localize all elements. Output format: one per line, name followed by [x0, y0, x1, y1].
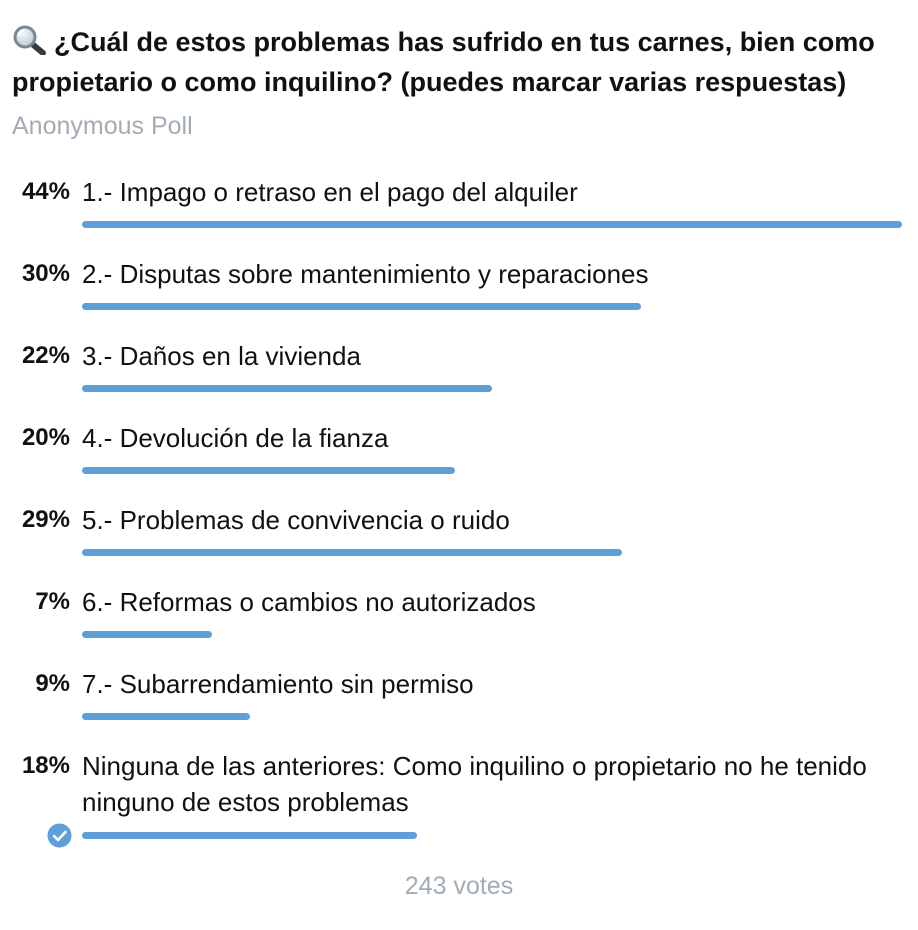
option-percent: 22%	[21, 342, 70, 369]
poll-question-text: ¿Cuál de estos problemas has sufrido en …	[12, 27, 875, 97]
option-percent: 44%	[21, 178, 70, 205]
option-label: 1.- Impago o retraso en el pago del alqu…	[82, 177, 578, 207]
option-label: 5.- Problemas de convivencia o ruido	[82, 505, 510, 535]
option-label: 7.- Subarrendamiento sin permiso	[82, 669, 474, 699]
option-percent: 7%	[35, 588, 70, 615]
option-result-bar	[82, 467, 455, 474]
vote-count[interactable]: 243 votes	[404, 872, 514, 900]
option-result-bar	[82, 631, 212, 638]
option-label: 2.- Disputas sobre mantenimiento y repar…	[82, 259, 649, 289]
option-percent: 9%	[35, 670, 70, 697]
option-result-bar	[82, 303, 641, 310]
option-result-bar	[82, 549, 622, 556]
option-label: 6.- Reformas o cambios no autorizados	[82, 587, 536, 617]
option-result-bar	[82, 713, 250, 720]
magnifying-glass-icon	[12, 25, 48, 56]
option-label: 4.- Devolución de la fianza	[82, 423, 389, 453]
option-percent: 30%	[21, 260, 70, 287]
option-result-bar	[82, 221, 902, 228]
option-percent: 18%	[21, 752, 70, 779]
option-percent: 20%	[21, 424, 70, 451]
option-result-bar	[82, 832, 417, 839]
poll-question: ¿Cuál de estos problemas has sufrido en …	[12, 22, 902, 102]
option-result-bar	[82, 385, 492, 392]
poll-type-label: Anonymous Poll	[12, 112, 193, 140]
option-label: 3.- Daños en la vivienda	[82, 341, 361, 371]
option-label: Ninguna de las anteriores: Como inquilin…	[82, 751, 867, 817]
option-percent: 29%	[21, 506, 70, 533]
selected-check-icon	[47, 823, 72, 848]
